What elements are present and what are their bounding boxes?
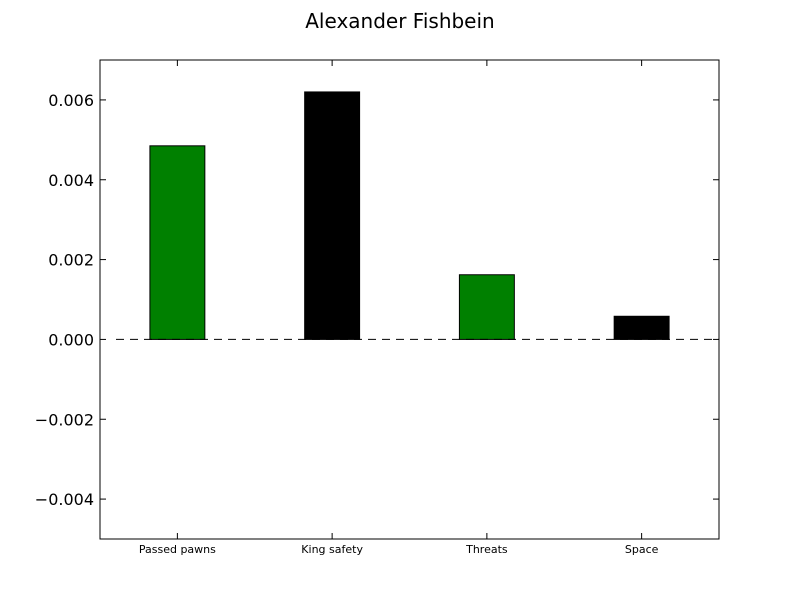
x-axis: Passed pawns King safety Threats Space [139,60,659,556]
y-tick-label: 0.006 [48,91,94,110]
chart-title: Alexander Fishbein [305,9,494,33]
x-tick-label: King safety [301,543,363,556]
y-tick-label: 0.002 [48,251,94,270]
bar-threats [458,274,515,340]
bar-space [613,315,670,340]
y-tick-label: 0.004 [48,171,94,190]
y-tick-label: 0.000 [48,330,94,349]
bars-group [149,91,670,340]
y-tick-label: −0.004 [35,490,94,509]
bar-passed-pawns [149,145,206,340]
y-tick-label: −0.002 [35,410,94,429]
x-tick-label: Passed pawns [139,543,216,556]
y-axis: −0.004 −0.002 0.000 0.002 0.004 0.006 [35,91,719,509]
x-tick-label: Threats [465,543,508,556]
x-tick-label: Space [625,543,659,556]
bar-king-safety [304,91,361,340]
plot-frame [99,59,720,540]
